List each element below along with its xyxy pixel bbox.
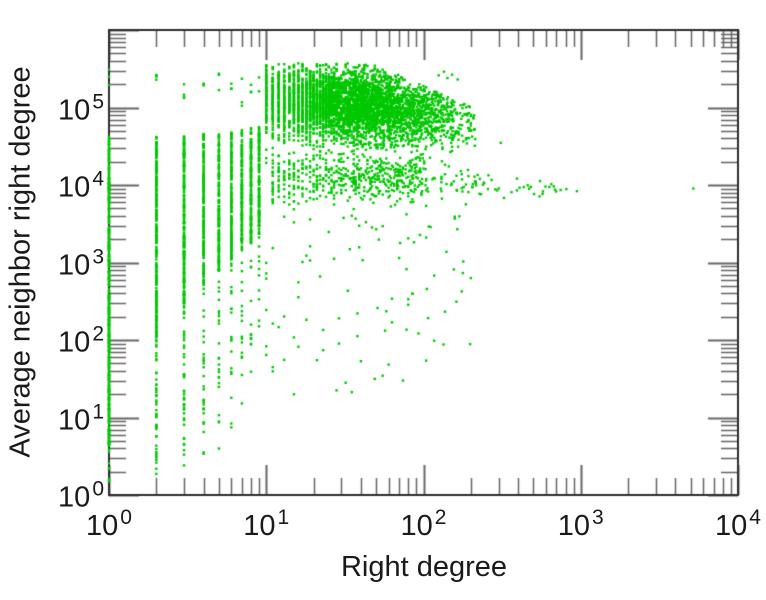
x-tick-exponent: 1 (277, 506, 290, 530)
x-tick-exponent: 0 (120, 506, 132, 530)
y-tick-base: 10 (58, 326, 91, 359)
y-tick-base: 10 (58, 94, 91, 126)
x-tick-base: 10 (715, 510, 748, 542)
y-tick-exponent: 5 (92, 90, 104, 114)
y-tick-label: 102 (0, 324, 104, 359)
y-tick-exponent: 4 (92, 167, 104, 191)
x-tick-label: 100 (86, 507, 132, 542)
y-tick-base: 10 (58, 249, 91, 281)
x-tick-base: 10 (557, 510, 591, 542)
x-tick-base: 10 (243, 510, 276, 542)
x-tick-exponent: 2 (434, 506, 447, 530)
y-tick-label: 104 (0, 169, 104, 204)
y-tick-base: 10 (58, 171, 91, 204)
x-tick-exponent: 3 (592, 506, 604, 530)
x-tick-label: 101 (243, 507, 289, 542)
y-tick-exponent: 3 (92, 245, 104, 269)
x-tick-base: 10 (400, 510, 433, 542)
y-tick-exponent: 2 (92, 322, 104, 346)
x-axis-title: Right degree (340, 551, 508, 583)
x-tick-label: 103 (557, 507, 604, 542)
y-tick-exponent: 0 (92, 477, 104, 501)
y-tick-label: 100 (0, 479, 104, 514)
x-tick-label: 104 (715, 507, 761, 542)
y-tick-label: 103 (0, 246, 104, 281)
y-tick-exponent: 1 (92, 400, 104, 424)
x-tick-exponent: 4 (749, 506, 761, 530)
x-tick-base: 10 (86, 510, 119, 542)
y-tick-label: 101 (0, 401, 104, 436)
x-tick-label: 102 (400, 507, 447, 542)
y-tick-base: 10 (58, 481, 91, 514)
y-tick-base: 10 (58, 404, 91, 436)
y-tick-label: 105 (0, 91, 104, 126)
